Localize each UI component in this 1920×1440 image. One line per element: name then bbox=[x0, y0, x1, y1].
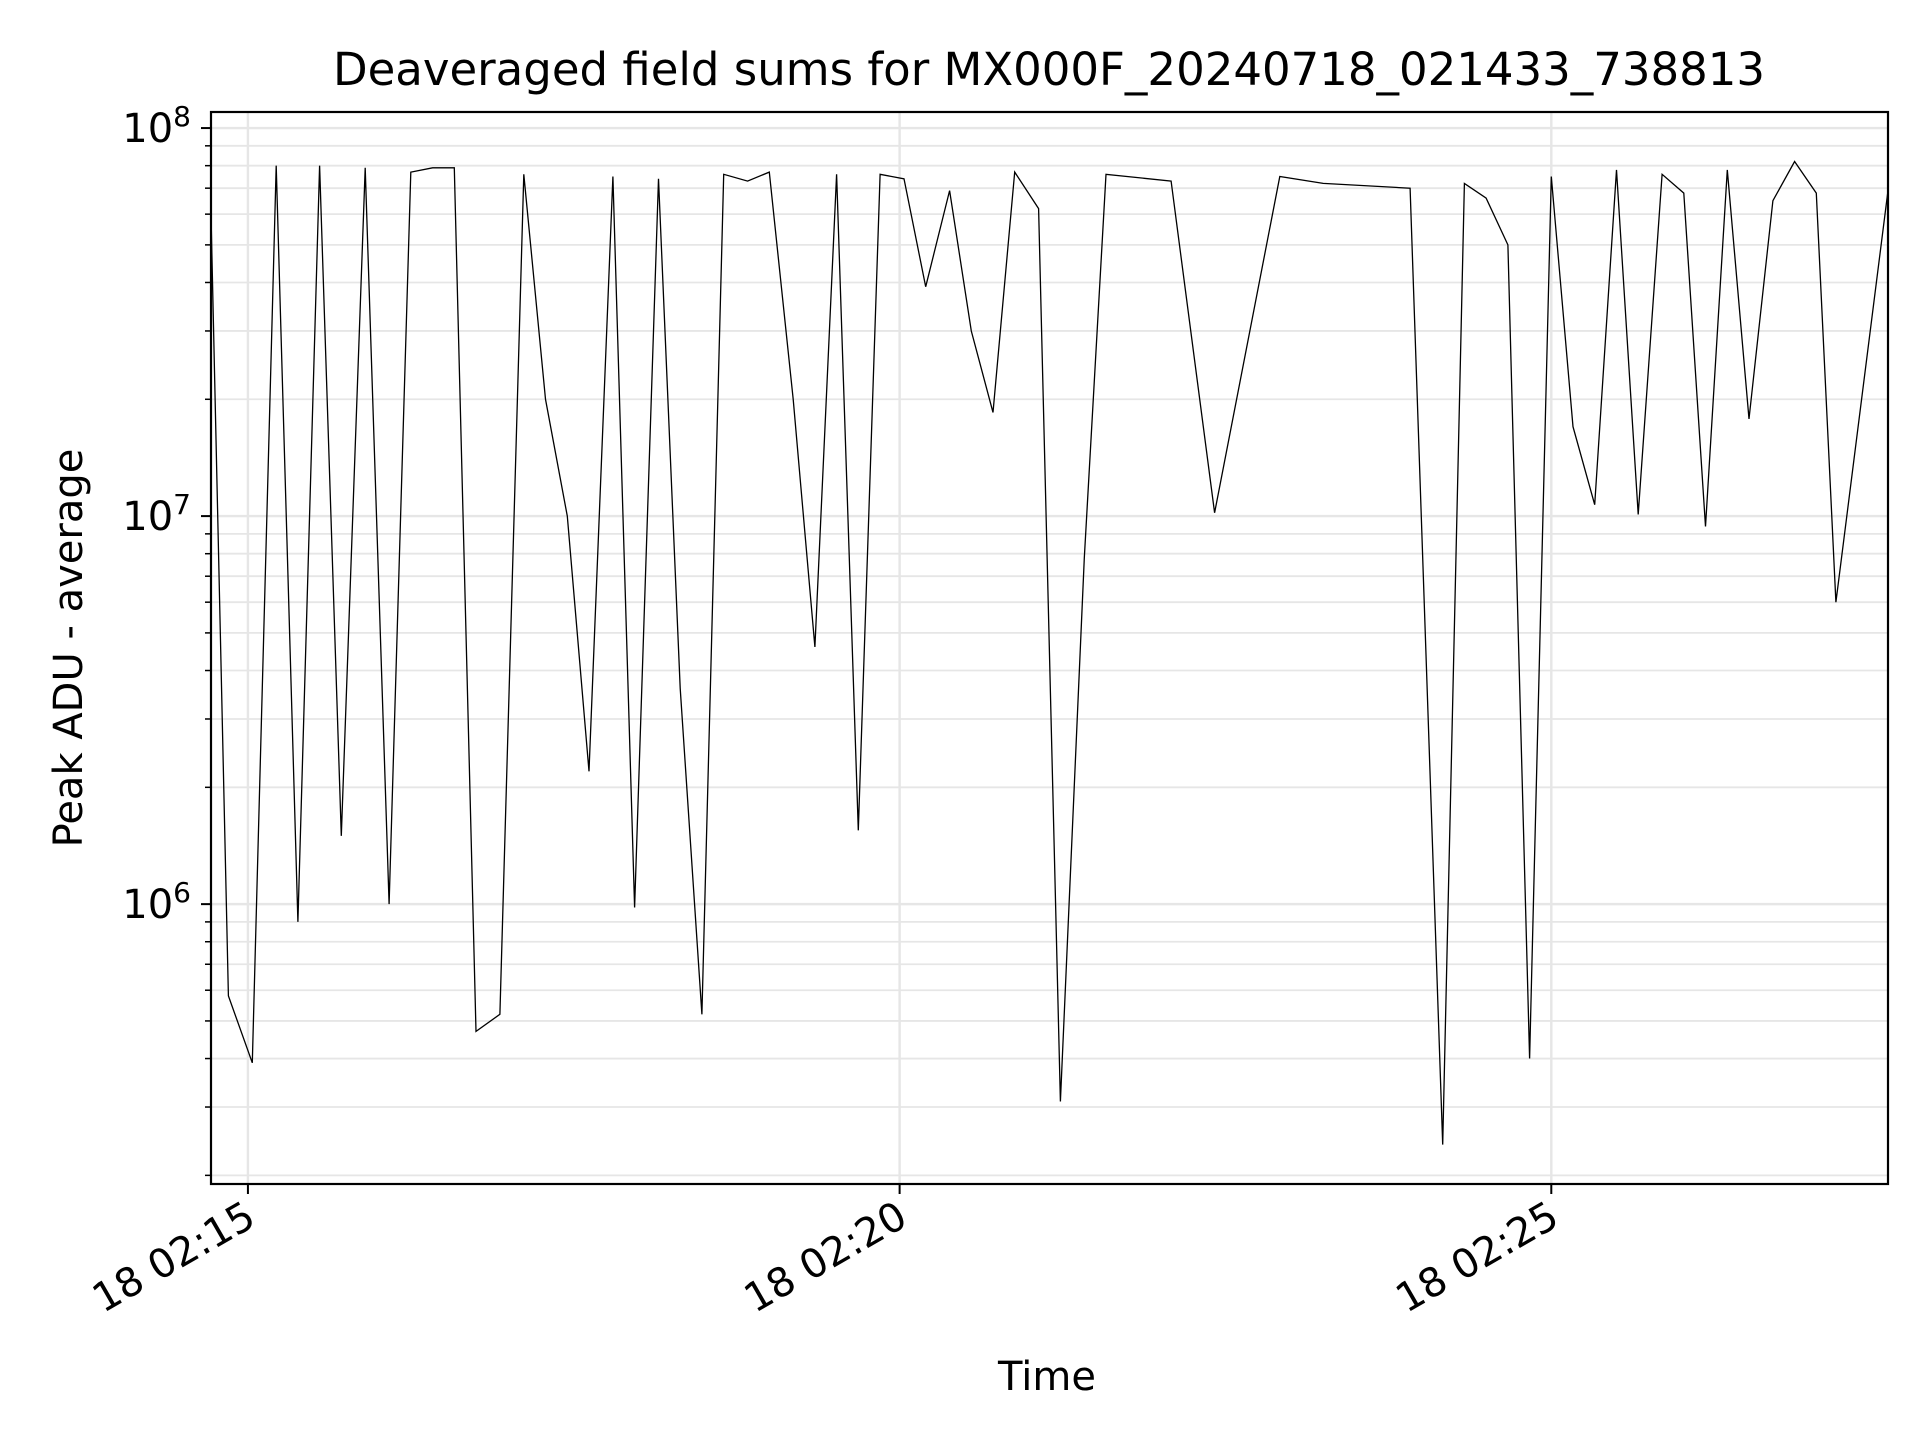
x-axis-label: Time bbox=[997, 1354, 1096, 1400]
series-line bbox=[211, 160, 1888, 1145]
y-tick-label-base: 10 bbox=[122, 106, 173, 152]
y-tick-label-exponent: 7 bbox=[173, 488, 191, 521]
plot-series bbox=[211, 160, 1888, 1145]
y-tick-label: 107 bbox=[122, 488, 191, 540]
chart-title: Deaveraged field sums for MX000F_2024071… bbox=[333, 43, 1765, 96]
y-tick-label-exponent: 8 bbox=[173, 100, 191, 133]
plot-frame bbox=[209, 110, 1890, 1186]
y-tick-label-exponent: 6 bbox=[173, 876, 191, 909]
y-tick-label: 106 bbox=[122, 876, 191, 928]
y-axis-label: Peak ADU - average bbox=[46, 449, 92, 848]
y-tick-label-base: 10 bbox=[122, 882, 173, 928]
y-tick-label-base: 10 bbox=[122, 494, 173, 540]
y-tick-label: 108 bbox=[122, 100, 191, 152]
